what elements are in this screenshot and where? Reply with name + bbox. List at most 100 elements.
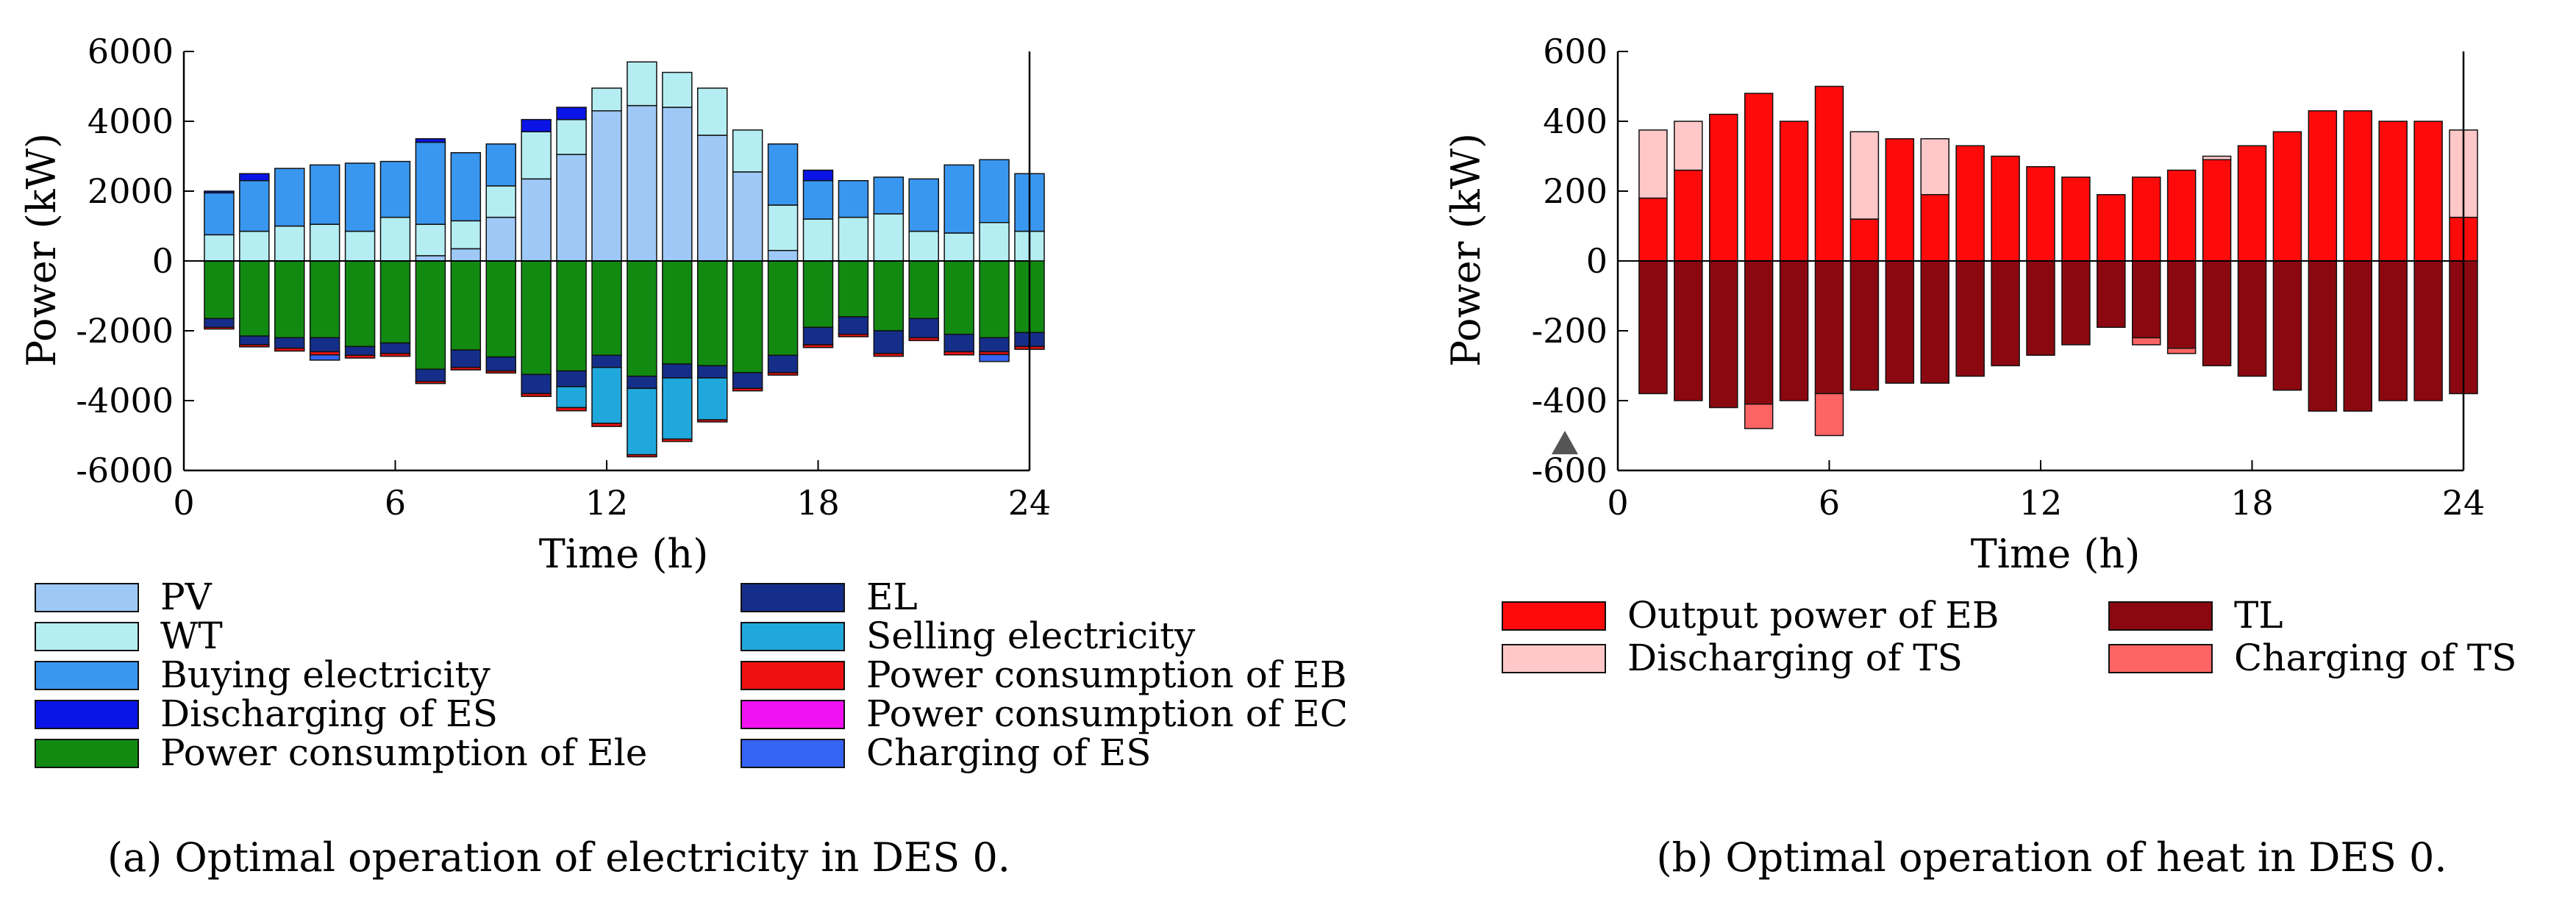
electricity-bar-selling-electricity-h12 [591, 367, 622, 424]
electricity-legend-label-power-consumption-of-eb: Power consumption of EB [866, 653, 1347, 696]
heat-bar-output-power-of-eb-h7 [1849, 218, 1880, 262]
heat-bar-tl-h2 [1674, 260, 1703, 401]
electricity-bar-el-h16 [732, 372, 763, 390]
heat-bar-discharging-of-ts-h2 [1674, 121, 1703, 171]
electricity-bar-power-consumption-of-eb-h14 [662, 438, 693, 443]
electricity-legend-swatch-wt [35, 622, 139, 651]
electricity-bar-wt-h8 [450, 220, 482, 250]
electricity-legend-label-wt: WT [160, 615, 223, 657]
electricity-x-tick-label: 24 [1008, 483, 1052, 523]
electricity-bar-buying-electricity-h1 [204, 192, 235, 236]
electricity-bar-el-h19 [838, 316, 869, 335]
electricity-bar-discharging-of-es-h11 [556, 107, 587, 121]
heat-legend-label-charging-of-ts: Charging of TS [2234, 637, 2516, 679]
electricity-legend-label-discharging-of-es: Discharging of ES [160, 692, 498, 735]
electricity-bar-el-h4 [309, 337, 340, 353]
heat-legend-swatch-output-power-of-eb [1502, 601, 1606, 631]
electricity-bar-power-consumption-of-ele-h22 [943, 260, 974, 335]
electricity-bar-pv-h14 [662, 107, 693, 262]
heat-bar-discharging-of-ts-h17 [2202, 155, 2232, 160]
heat-bar-tl-h22 [2378, 260, 2408, 401]
heat-bar-tl-h4 [1744, 260, 1774, 405]
electricity-bar-el-h5 [344, 345, 376, 356]
electricity-bar-wt-h16 [732, 129, 763, 173]
heat-bar-tl-h6 [1814, 260, 1844, 395]
electricity-bar-power-consumption-of-ele-h20 [873, 260, 905, 332]
electricity-bar-power-consumption-of-ele-h14 [662, 260, 693, 365]
electricity-y-tick-label: -4000 [76, 381, 174, 420]
heat-bar-output-power-of-eb-h16 [2166, 169, 2197, 262]
heat-bar-output-power-of-eb-h23 [2413, 121, 2443, 262]
heat-bar-output-power-of-eb-h13 [2061, 176, 2091, 262]
heat-bar-output-power-of-eb-h12 [2026, 166, 2055, 262]
electricity-legend-swatch-buying-electricity [35, 661, 139, 690]
heat-bar-output-power-of-eb-h9 [1920, 194, 1949, 262]
electricity-y-tick-label: 0 [152, 241, 174, 281]
electricity-legend-swatch-power-consumption-of-ec [741, 700, 845, 729]
electricity-bar-power-consumption-of-ele-h23 [979, 260, 1010, 339]
electricity-y-tick-label: 6000 [88, 32, 174, 71]
electricity-legend-swatch-discharging-of-es [35, 700, 139, 729]
heat-bar-output-power-of-eb-h22 [2378, 121, 2408, 262]
electricity-bar-power-consumption-of-eb-h13 [627, 454, 657, 458]
electricity-bar-power-consumption-of-eb-h20 [873, 353, 905, 357]
electricity-bar-power-consumption-of-ele-h8 [450, 260, 482, 351]
electricity-bar-el-h7 [415, 368, 446, 382]
heat-y-tick-label: -200 [1532, 311, 1608, 351]
electricity-bar-pv-h13 [627, 104, 657, 262]
heat-bar-output-power-of-eb-h19 [2272, 131, 2302, 262]
electricity-bar-wt-h15 [697, 87, 728, 136]
heat-y-tick-label: -600 [1532, 451, 1608, 490]
heat-bar-tl-h18 [2237, 260, 2267, 377]
heat-bar-tl-h15 [2132, 260, 2161, 339]
electricity-bar-power-consumption-of-ele-h10 [521, 260, 552, 376]
electricity-bar-power-consumption-of-eb-h10 [521, 393, 552, 398]
electricity-bar-wt-h3 [274, 225, 305, 262]
heat-legend-swatch-discharging-of-ts [1502, 644, 1606, 673]
electricity-bar-el-h1 [204, 318, 235, 328]
electricity-bar-power-consumption-of-ele-h11 [556, 260, 587, 372]
electricity-bar-power-consumption-of-eb-h3 [274, 348, 305, 352]
heat-legend-label-output-power-of-eb: Output power of EB [1627, 594, 1999, 637]
electricity-bar-power-consumption-of-ele-h5 [344, 260, 376, 348]
electricity-bar-power-consumption-of-eb-h6 [379, 353, 411, 357]
electricity-bar-power-consumption-of-eb-h5 [344, 354, 376, 359]
electricity-bar-selling-electricity-h11 [556, 386, 587, 409]
electricity-bar-power-consumption-of-eb-h17 [767, 372, 799, 376]
heat-bar-output-power-of-eb-h14 [2097, 194, 2126, 262]
electricity-legend-label-power-consumption-of-ele: Power consumption of Ele [160, 731, 647, 774]
electricity-bar-selling-electricity-h15 [697, 377, 728, 420]
electricity-bar-power-consumption-of-eb-h8 [450, 367, 482, 370]
electricity-bar-el-h8 [450, 349, 482, 368]
electricity-bar-power-consumption-of-eb-h19 [838, 334, 869, 337]
electricity-bar-power-consumption-of-ele-h18 [802, 260, 834, 328]
triangle-marker-icon [1552, 431, 1578, 454]
electricity-bar-el-h15 [697, 365, 728, 379]
heat-x-axis-label: Time (h) [1971, 531, 2141, 577]
heat-y-tick-label: 400 [1543, 101, 1608, 141]
heat-x-tick-label: 24 [2442, 483, 2486, 523]
electricity-bar-buying-electricity-h9 [485, 143, 516, 187]
heat-bar-output-power-of-eb-h21 [2343, 110, 2372, 262]
heat-bar-discharging-of-ts-h9 [1920, 138, 1949, 196]
electricity-x-tick-label: 12 [585, 483, 629, 523]
heat-legend-swatch-tl [2108, 601, 2213, 631]
heat-bar-output-power-of-eb-h6 [1814, 85, 1844, 262]
electricity-bar-wt-h17 [767, 204, 799, 251]
electricity-caption: (a) Optimal operation of electricity in … [107, 834, 1010, 881]
electricity-bar-discharging-of-es-h2 [239, 173, 270, 182]
electricity-y-tick-label: -2000 [76, 311, 174, 351]
heat-bar-tl-h20 [2308, 260, 2338, 412]
electricity-bar-power-consumption-of-eb-h11 [556, 406, 587, 412]
electricity-bar-pv-h12 [591, 110, 622, 262]
electricity-legend-label-selling-electricity: Selling electricity [866, 615, 1196, 657]
electricity-bar-power-consumption-of-eb-h12 [591, 423, 622, 427]
electricity-bar-buying-electricity-h2 [239, 180, 270, 232]
heat-bar-tl-h10 [1955, 260, 1985, 377]
electricity-bar-power-consumption-of-ele-h15 [697, 260, 728, 367]
